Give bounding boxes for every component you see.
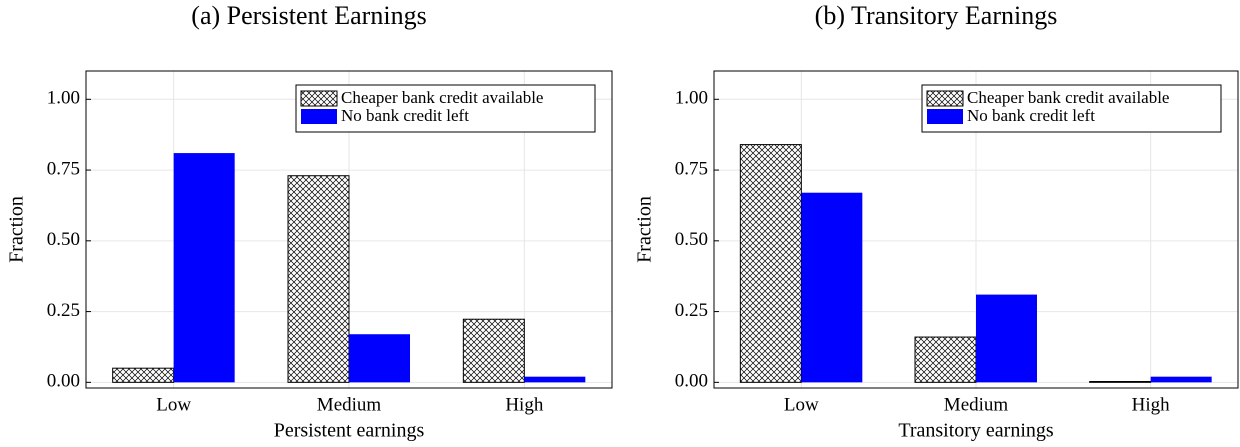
bar [462,318,525,383]
x-tick-label: Medium [317,394,382,415]
bar [349,334,410,383]
legend-label: No bank credit left [341,106,469,125]
y-tick-label: 0.75 [675,158,708,179]
legend-label: Cheaper bank credit available [341,88,543,107]
x-tick-label: High [1132,394,1171,415]
y-axis-label: Fraction [6,196,28,263]
x-tick-label: Medium [944,394,1009,415]
bar [739,144,802,383]
bar [801,192,863,383]
x-tick-label: Low [156,394,191,415]
bar [173,153,235,383]
x-axis-label: Transitory earnings [898,420,1054,442]
legend-box [295,84,596,133]
bar [1089,380,1152,383]
legend-label: No bank credit left [967,106,1095,125]
bar [914,336,977,383]
y-axis-label: Fraction [634,196,656,263]
chart-title: (b) Transitory Earnings [815,1,1058,30]
legend-swatch [301,109,337,124]
chart-title: (a) Persistent Earnings [191,1,426,30]
bar [1150,376,1212,383]
plot-frame [713,70,1239,389]
y-tick-label: 0.00 [47,371,80,392]
y-tick-label: 0.00 [675,371,708,392]
y-tick-label: 0.50 [47,229,80,250]
y-tick-label: 0.50 [675,229,708,250]
y-tick-label: 1.00 [675,88,708,109]
bar [112,367,175,383]
bar [524,376,586,383]
y-tick-label: 0.25 [47,300,80,321]
bar [287,175,350,383]
legend-swatch [927,109,963,124]
y-tick-label: 0.75 [47,158,80,179]
legend-box [921,84,1222,133]
x-axis-label: Persistent earnings [274,420,425,442]
x-tick-label: High [505,394,544,415]
x-tick-label: Low [784,394,819,415]
legend-swatch [926,90,964,107]
bar [976,294,1037,383]
y-tick-label: 1.00 [47,88,80,109]
y-tick-label: 0.25 [675,300,708,321]
legend-label: Cheaper bank credit available [967,88,1169,107]
legend-swatch [300,90,338,107]
plot-frame [85,70,613,389]
